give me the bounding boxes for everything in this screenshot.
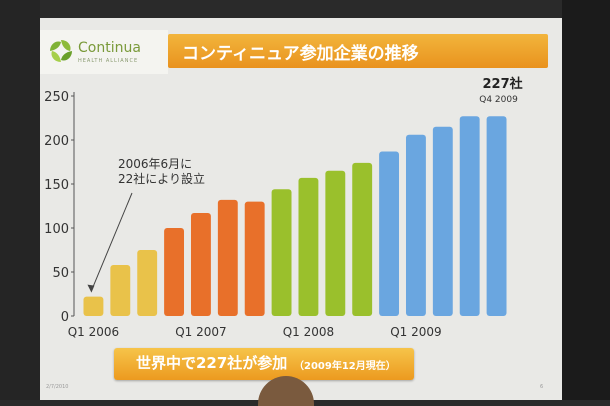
- bar: [352, 162, 373, 316]
- bar: [164, 228, 185, 316]
- continua-logo-icon: [50, 40, 72, 62]
- logo-tagline: HEALTH ALLIANCE: [78, 58, 139, 64]
- x-tick-label: Q1 2007: [175, 325, 226, 339]
- y-tick-label: 250: [44, 90, 69, 105]
- bar: [298, 177, 319, 316]
- slide-header: Continua HEALTH ALLIANCE コンティニュア参加企業の推移: [40, 30, 562, 74]
- bar-chart: 0 50 100 150 200 250 Q1 2006 Q1 2007 Q1 2008 Q1 2…: [44, 76, 522, 339]
- annotation-total-text: 227社: [482, 76, 522, 92]
- footer-page-number: 6: [540, 384, 544, 390]
- title-bar: コンティニュア参加企業の推移: [168, 34, 548, 68]
- y-tick-label: 50: [52, 266, 69, 281]
- annotation-arrow-line: [90, 192, 133, 291]
- bar: [271, 189, 292, 316]
- screen-bezel-right: [562, 0, 610, 400]
- annotation-arrow-head: [87, 284, 95, 293]
- annotation-founding-text: 2006年6月に: [118, 157, 192, 171]
- logo: Continua HEALTH ALLIANCE: [40, 30, 168, 74]
- bar: [110, 264, 131, 316]
- bar: [190, 213, 211, 316]
- bar: [379, 151, 400, 316]
- bar: [405, 134, 426, 316]
- bar: [137, 250, 158, 316]
- projected-slide: Continua HEALTH ALLIANCE コンティニュア参加企業の推移 …: [40, 18, 562, 400]
- bar: [217, 199, 238, 316]
- bar: [486, 116, 507, 317]
- bar: [83, 296, 104, 316]
- bar: [432, 126, 453, 316]
- bar: [459, 116, 480, 317]
- y-tick-label: 200: [44, 134, 69, 149]
- summary-banner: 世界中で227社が参加 （2009年12月現在）: [114, 348, 414, 380]
- annotation-founding-text: 22社により設立: [118, 171, 205, 186]
- footer-date: 2/7/2010: [46, 384, 69, 390]
- bar: [325, 170, 346, 316]
- y-tick-label: 0: [61, 310, 69, 325]
- y-tick-label: 150: [44, 178, 69, 193]
- annotation-total-period: Q4 2009: [479, 95, 518, 105]
- slide-title: コンティニュア参加企業の推移: [182, 44, 419, 64]
- y-tick-label: 100: [44, 222, 69, 237]
- bar: [244, 201, 265, 316]
- x-tick-label: Q1 2009: [390, 325, 441, 339]
- banner-sub-text: （2009年12月現在）: [294, 361, 396, 372]
- x-tick-label: Q1 2008: [283, 325, 334, 339]
- x-tick-label: Q1 2006: [68, 325, 119, 339]
- logo-name: Continua: [78, 40, 141, 56]
- banner-main-text: 世界中で227社が参加: [136, 354, 288, 372]
- screen-bezel-left: [0, 0, 40, 400]
